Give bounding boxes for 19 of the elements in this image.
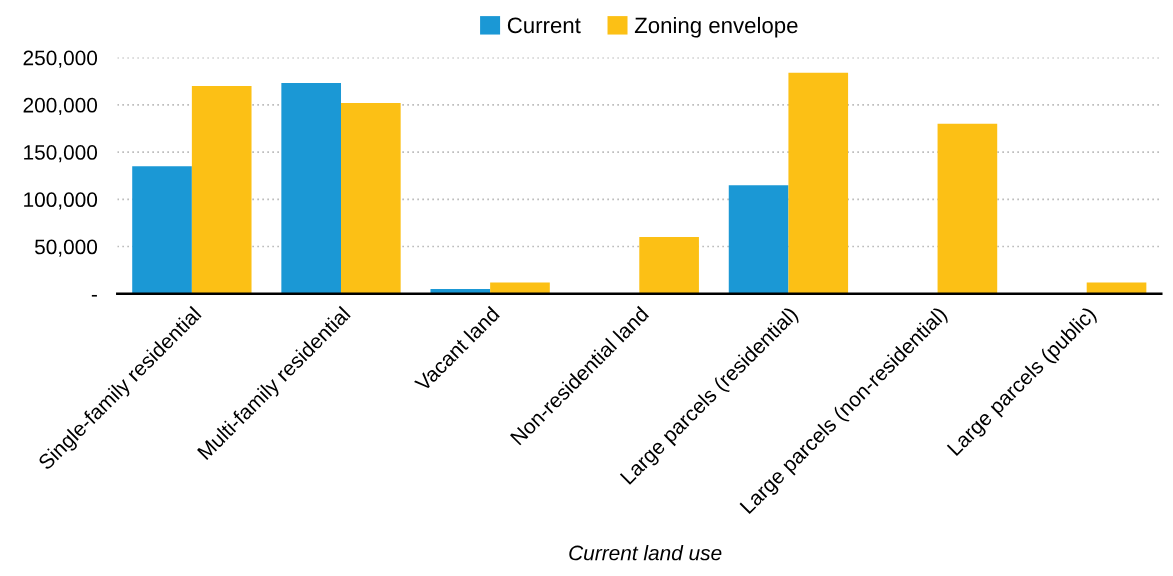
legend-label: Current xyxy=(507,17,581,34)
bar xyxy=(132,166,192,294)
bar xyxy=(341,102,401,294)
bar xyxy=(788,72,849,294)
y-tick-label: 250,000 xyxy=(23,50,98,68)
y-tick-label: 200,000 xyxy=(23,97,98,116)
y-tick-label: 100,000 xyxy=(24,192,98,210)
bar xyxy=(281,83,342,294)
bar xyxy=(490,282,550,294)
bar xyxy=(728,185,789,294)
bar xyxy=(639,237,699,294)
bar xyxy=(191,85,252,294)
x-axis-title: Current land use xyxy=(569,545,722,561)
y-tick-label: 150,000 xyxy=(24,145,98,163)
legend-label: Zoning envelope xyxy=(634,16,798,38)
y-tick-label: - xyxy=(91,294,97,297)
y-tick-label: 50,000 xyxy=(34,239,98,257)
bar xyxy=(937,123,998,294)
bar xyxy=(1086,282,1147,294)
